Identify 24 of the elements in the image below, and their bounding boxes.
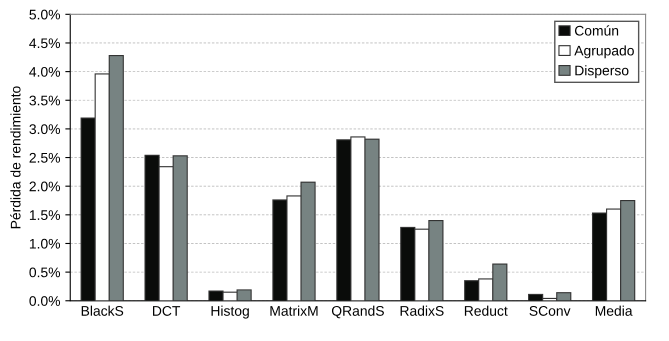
x-tick-label: MatrixM: [270, 306, 318, 316]
x-tick-label: QRandS: [332, 306, 384, 318]
y-tick-label: 2.5%: [30, 152, 60, 163]
x-tick-label: RadixS: [400, 306, 444, 316]
x-tick-label: DCT: [153, 306, 180, 316]
y-tick-label: 3.5%: [29, 96, 60, 106]
x-tick-label: SConv: [529, 306, 570, 316]
y-tick-label: 4.0%: [29, 66, 60, 77]
x-tick-label: Histog: [212, 306, 249, 319]
y-tick-label: 5.0%: [29, 10, 60, 20]
y-axis-title: Pérdida de rendimiento: [10, 86, 21, 228]
y-tick-label: 3.0%: [29, 124, 60, 134]
legend-label: Común: [574, 25, 618, 36]
legend-label: Disperso: [575, 65, 628, 78]
x-tick-label: BlackS: [82, 306, 124, 316]
legend-label: Agrupado: [574, 45, 634, 58]
y-tick-label: 1.5%: [30, 210, 60, 220]
y-tick-label: 1.0%: [30, 238, 60, 249]
y-tick-label: 0.5%: [29, 267, 60, 278]
y-tick-label: 2.0%: [30, 182, 60, 192]
y-tick-label: 4.5%: [29, 38, 60, 48]
y-tick-label: 0.0%: [29, 296, 60, 306]
x-tick-label: Reduct: [464, 306, 508, 316]
x-tick-label: Media: [596, 306, 633, 316]
